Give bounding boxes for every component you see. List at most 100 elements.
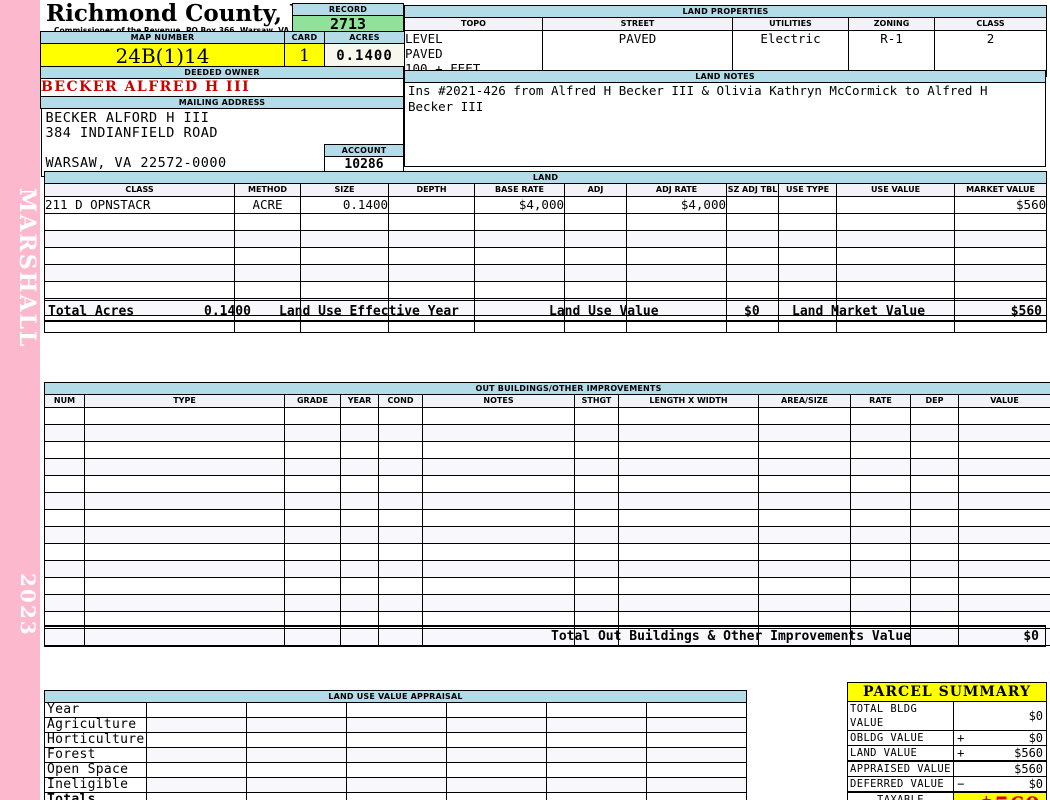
land-cell-size: 0.1400 (300, 196, 389, 214)
table-cell-empty (850, 424, 911, 442)
table-cell-empty (84, 407, 285, 425)
land-use-effective-year-label: Land Use Effective Year (279, 304, 460, 319)
column-header-method: METHOD (234, 183, 301, 197)
table-cell-empty (626, 281, 727, 299)
table-cell-empty (953, 281, 1048, 299)
table-cell-empty (284, 577, 341, 595)
luva-cell (546, 792, 647, 800)
table-cell-empty (618, 441, 759, 459)
luva-cell (446, 792, 547, 800)
land-market-value-label: Land Market Value (792, 304, 926, 319)
column-header-year: YEAR (340, 394, 379, 408)
table-cell-empty (388, 281, 475, 299)
table-cell-empty (84, 543, 285, 561)
table-cell-empty (378, 475, 423, 493)
table-row-empty (44, 247, 1048, 265)
luva-cell (146, 702, 247, 718)
account-value: 10286 (324, 156, 404, 174)
land-band-title: LAND (43, 171, 1048, 184)
table-cell-empty (953, 230, 1048, 248)
luva-cell (645, 717, 748, 733)
table-cell-empty (850, 492, 911, 510)
table-cell-empty (910, 492, 959, 510)
table-cell-empty (284, 509, 341, 527)
land-use-value-appraisal-table: LAND USE VALUE APPRAISAL Year Agricultur… (43, 690, 748, 800)
parcel-summary-row: OBLDG VALUE + $0 (847, 730, 1048, 746)
taxable-value-label: TAXABLE VALUE (847, 791, 954, 800)
table-cell-empty (388, 264, 475, 282)
luva-cell (246, 732, 347, 748)
table-cell-empty (84, 628, 285, 646)
luva-cell (446, 777, 547, 793)
luva-cell (346, 717, 447, 733)
table-cell-empty (626, 230, 727, 248)
luva-cell (546, 777, 647, 793)
table-cell-empty (574, 492, 619, 510)
luva-cell (446, 732, 547, 748)
total-bldg-value-label: TOTAL BLDG VALUE (847, 701, 954, 731)
column-header-grade: GRADE (284, 394, 341, 408)
table-cell-empty (953, 213, 1048, 231)
mailing-address-label: MAILING ADDRESS (40, 96, 404, 109)
table-cell-empty (626, 247, 727, 265)
table-cell-empty (958, 441, 1050, 459)
table-row-empty (44, 543, 1050, 561)
land-properties-zoning: R-1 (848, 30, 935, 77)
table-cell-empty (284, 543, 341, 561)
table-cell-empty (953, 247, 1048, 265)
land-cell-base-rate: $4,000 (474, 196, 565, 214)
obldg-value-sign: + (953, 730, 968, 746)
luva-cell (645, 747, 748, 763)
table-cell-empty (958, 543, 1050, 561)
land-cell-adj (564, 196, 627, 214)
table-cell-empty (474, 230, 565, 248)
table-cell-empty (850, 526, 911, 544)
table-cell-empty (422, 441, 575, 459)
table-cell-empty (234, 298, 301, 316)
luva-row: Ineligible (44, 777, 748, 793)
table-cell-empty (910, 577, 959, 595)
parcel-summary-row: APPRAISED VALUE $560 (847, 760, 1048, 777)
table-cell-empty (850, 543, 911, 561)
table-cell-empty (340, 594, 379, 612)
luva-row: Totals (44, 792, 748, 800)
total-bldg-value-amount: $0 (967, 701, 1048, 731)
luva-cell (645, 777, 748, 793)
table-cell-empty (850, 594, 911, 612)
taxable-value-row: TAXABLE VALUE $560 (847, 791, 1048, 800)
luva-cell (146, 777, 247, 793)
table-cell-empty (378, 577, 423, 595)
table-cell-empty (378, 594, 423, 612)
table-cell-empty (422, 560, 575, 578)
luva-cell (146, 732, 247, 748)
table-cell-empty (474, 281, 565, 299)
table-row-empty (44, 441, 1050, 459)
table-cell-empty (958, 458, 1050, 476)
table-cell-empty (234, 247, 301, 265)
table-cell-empty (44, 407, 85, 425)
column-header-rate: RATE (850, 394, 911, 408)
table-cell-empty (850, 407, 911, 425)
parcel-summary-table: PARCEL SUMMARY TOTAL BLDG VALUE $0 OBLDG… (846, 682, 1048, 800)
column-header-sz-adj-tbl: SZ ADJ TBL (726, 183, 779, 197)
luva-cell (246, 777, 347, 793)
luva-cell (346, 762, 447, 778)
land-notes-line: Ins #2021-426 from Alfred H Becker III &… (408, 83, 988, 98)
luva-cell (146, 717, 247, 733)
table-cell-empty (44, 441, 85, 459)
land-use-value-value: $0 (744, 304, 760, 319)
table-cell-empty (910, 594, 959, 612)
luva-cell (346, 777, 447, 793)
table-cell-empty (422, 577, 575, 595)
spine-year-label: 2023 (16, 573, 40, 637)
luva-cell (246, 762, 347, 778)
land-properties-table: LAND PROPERTIES TOPO STREET UTILITIES ZO… (404, 5, 1047, 77)
land-notes-table: LAND NOTES Ins #2021-426 from Alfred H B… (404, 70, 1046, 167)
table-cell-empty (44, 492, 85, 510)
column-header-length-x-width: LENGTH X WIDTH (618, 394, 759, 408)
table-cell-empty (574, 441, 619, 459)
table-cell-empty (574, 458, 619, 476)
table-cell-empty (910, 526, 959, 544)
table-cell-empty (300, 281, 389, 299)
column-header-use-value: USE VALUE (836, 183, 955, 197)
